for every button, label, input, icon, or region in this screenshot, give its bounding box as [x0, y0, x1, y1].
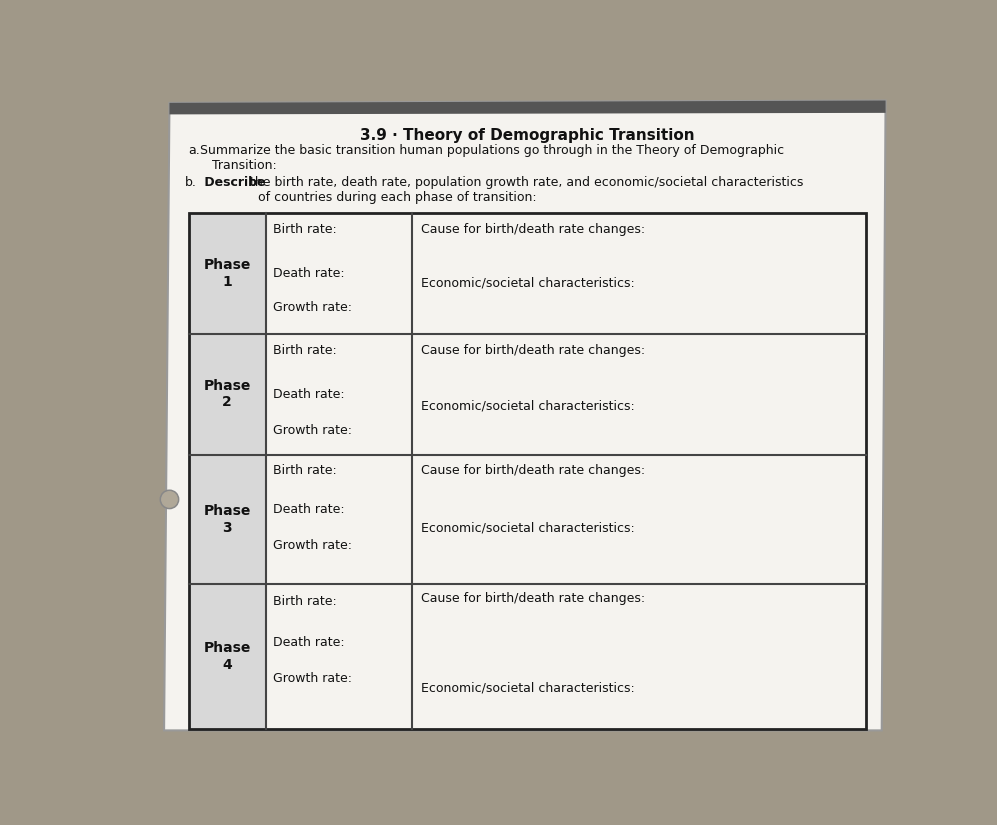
Text: Economic/societal characteristics:: Economic/societal characteristics: — [422, 400, 635, 412]
Text: Birth rate:: Birth rate: — [273, 595, 337, 608]
Bar — [188, 584, 266, 728]
Polygon shape — [169, 101, 885, 115]
Bar — [188, 455, 266, 584]
Text: Phase
4: Phase 4 — [203, 641, 251, 672]
Circle shape — [162, 492, 177, 507]
Circle shape — [161, 490, 178, 509]
Bar — [188, 213, 866, 728]
Polygon shape — [165, 101, 885, 730]
Text: Death rate:: Death rate: — [273, 502, 345, 516]
Text: Economic/societal characteristics:: Economic/societal characteristics: — [422, 522, 635, 535]
Text: Cause for birth/death rate changes:: Cause for birth/death rate changes: — [422, 592, 645, 605]
Text: the birth rate, death rate, population growth rate, and economic/societal charac: the birth rate, death rate, population g… — [246, 176, 804, 204]
Text: Birth rate:: Birth rate: — [273, 464, 337, 477]
Text: Cause for birth/death rate changes:: Cause for birth/death rate changes: — [422, 464, 645, 477]
Text: Birth rate:: Birth rate: — [273, 224, 337, 237]
Text: Phase
2: Phase 2 — [203, 380, 251, 409]
Text: Death rate:: Death rate: — [273, 388, 345, 401]
Text: Growth rate:: Growth rate: — [273, 539, 352, 552]
Text: b.: b. — [184, 176, 196, 189]
Text: Describe: Describe — [200, 176, 266, 189]
Text: Death rate:: Death rate: — [273, 267, 345, 280]
Text: Growth rate:: Growth rate: — [273, 301, 352, 314]
Text: Growth rate:: Growth rate: — [273, 424, 352, 437]
Bar — [188, 334, 266, 455]
Text: Summarize the basic transition human populations go through in the Theory of Dem: Summarize the basic transition human pop… — [200, 144, 785, 172]
Text: Phase
3: Phase 3 — [203, 504, 251, 535]
Text: Cause for birth/death rate changes:: Cause for birth/death rate changes: — [422, 344, 645, 357]
Text: Birth rate:: Birth rate: — [273, 344, 337, 357]
Text: 3.9 · Theory of Demographic Transition: 3.9 · Theory of Demographic Transition — [360, 128, 695, 144]
Bar — [188, 213, 266, 334]
Text: Economic/societal characteristics:: Economic/societal characteristics: — [422, 276, 635, 290]
Text: Growth rate:: Growth rate: — [273, 672, 352, 685]
Text: Cause for birth/death rate changes:: Cause for birth/death rate changes: — [422, 224, 645, 237]
Text: Economic/societal characteristics:: Economic/societal characteristics: — [422, 681, 635, 695]
Text: Phase
1: Phase 1 — [203, 258, 251, 289]
Text: a.: a. — [188, 144, 200, 157]
Text: Death rate:: Death rate: — [273, 635, 345, 648]
